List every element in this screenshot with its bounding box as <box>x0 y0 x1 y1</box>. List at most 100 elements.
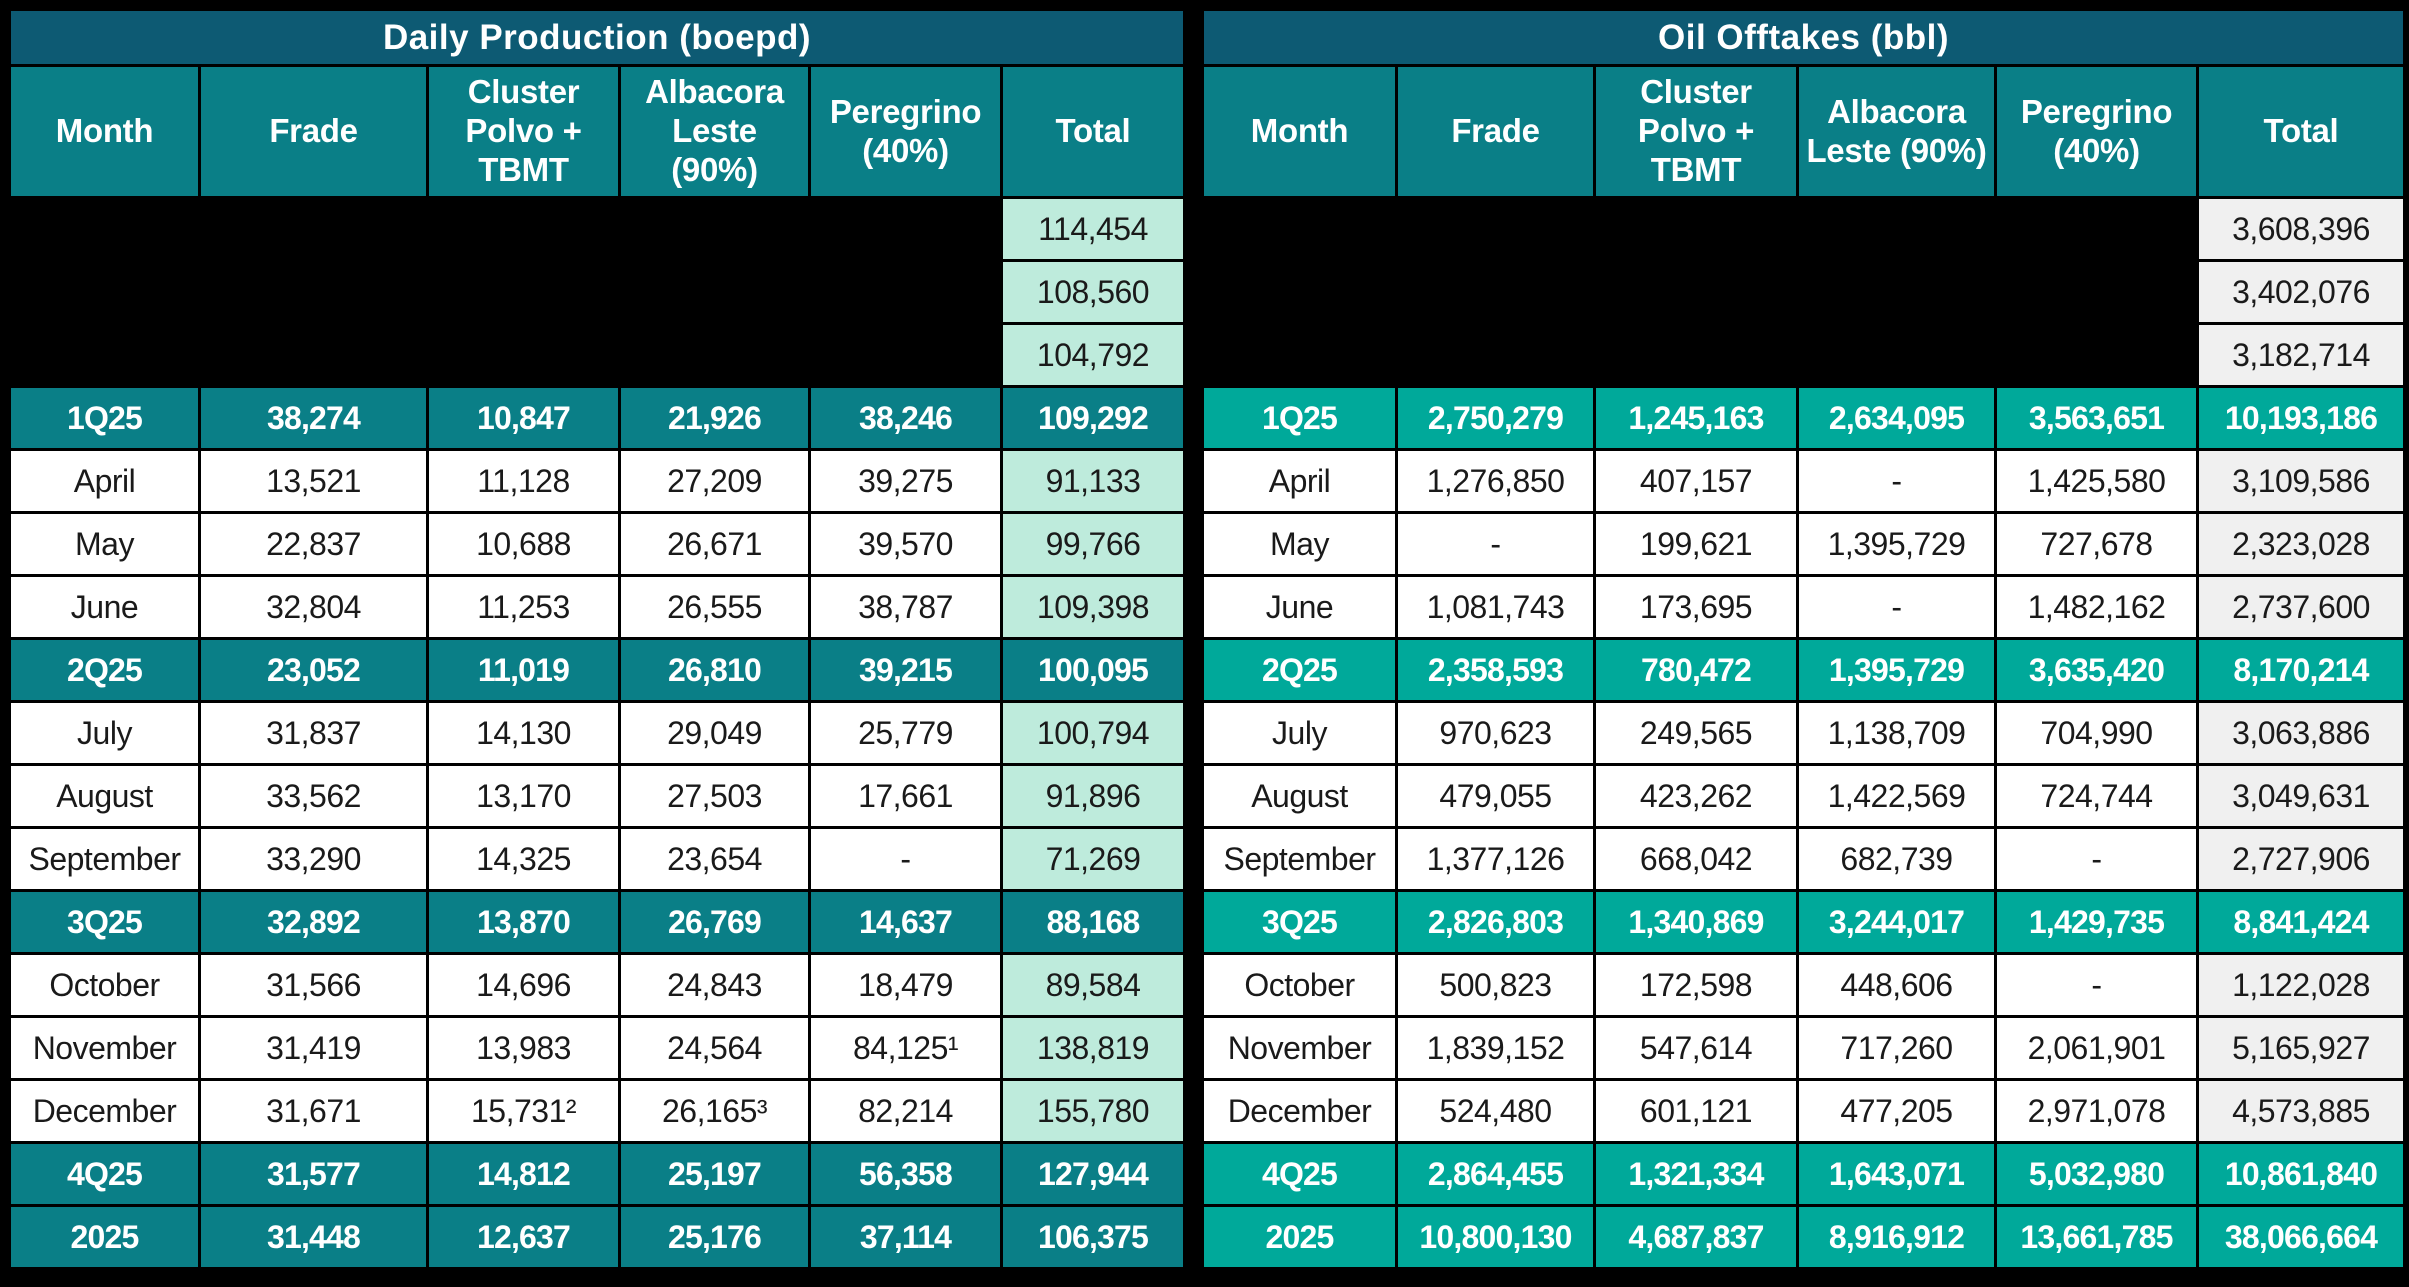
cell-month: November <box>8 1015 201 1081</box>
cell-frade: 33,562 <box>198 763 429 829</box>
cell-albacora-leste: 26,165³ <box>618 1078 811 1144</box>
table-row-november: November 1,839,152 547,614 717,260 2,061,901… <box>1201 1015 2406 1081</box>
cell-total: 3,049,631 <box>2196 763 2406 829</box>
cell-total: 155,780 <box>1000 1078 1186 1144</box>
cell-total: 5,165,927 <box>2196 1015 2406 1081</box>
cell-total: 89,584 <box>1000 952 1186 1018</box>
cell-cluster-polvo-tbmt: 14,696 <box>426 952 621 1018</box>
cell-albacora-leste <box>618 196 811 262</box>
cell-frade: - <box>1395 511 1596 577</box>
cell-frade <box>198 196 429 262</box>
column-header-row: Month Frade Cluster Polvo + TBMT Albacora L… <box>8 64 1186 199</box>
column-header-cluster-polvo-tbmt: Cluster Polvo + TBMT <box>1593 64 1799 199</box>
cell-cluster-polvo-tbmt: 13,983 <box>426 1015 621 1081</box>
column-header-frade: Frade <box>1395 64 1596 199</box>
cell-month: June <box>8 574 201 640</box>
cell-total: 2,737,600 <box>2196 574 2406 640</box>
cell-frade: 970,623 <box>1395 700 1596 766</box>
cell-cluster-polvo-tbmt: 668,042 <box>1593 826 1799 892</box>
cell-frade: 32,804 <box>198 574 429 640</box>
cell-albacora-leste: 717,260 <box>1796 1015 1997 1081</box>
table-row-october: October 500,823 172,598 448,606-1,122,028 <box>1201 952 2406 1018</box>
cell-cluster-polvo-tbmt: 10,688 <box>426 511 621 577</box>
cell-albacora-leste: 24,843 <box>618 952 811 1018</box>
cell-cluster-polvo-tbmt: 780,472 <box>1593 637 1799 703</box>
cell-peregrino: 25,779 <box>808 700 1003 766</box>
table-row-may: May -199,621 1,395,729 727,678 2,323,028 <box>1201 511 2406 577</box>
cell-albacora-leste: 1,395,729 <box>1796 637 1997 703</box>
cell-peregrino: - <box>1994 826 2199 892</box>
cell-total: 4,573,885 <box>2196 1078 2406 1144</box>
cell-frade: 1,839,152 <box>1395 1015 1596 1081</box>
cell-total: 38,066,664 <box>2196 1204 2406 1270</box>
cell-month: 3Q25 <box>8 889 201 955</box>
cell-month: June <box>1201 574 1398 640</box>
column-header-month: Month <box>8 64 201 199</box>
cell-cluster-polvo-tbmt: 4,687,837 <box>1593 1204 1799 1270</box>
cell-total: 2,323,028 <box>2196 511 2406 577</box>
cell-total: 104,792 <box>1000 322 1186 388</box>
cell-month: April <box>1201 448 1398 514</box>
cell-total: 3,182,714 <box>2196 322 2406 388</box>
cell-frade: 2,826,803 <box>1395 889 1596 955</box>
column-header-albacora-leste-90: Albacora Leste (90%) <box>618 64 811 199</box>
cell-peregrino: 14,637 <box>808 889 1003 955</box>
cell-albacora-leste: 25,197 <box>618 1141 811 1207</box>
cell-total: 99,766 <box>1000 511 1186 577</box>
table-row-august: August 479,055 423,262 1,422,569 724,744 3,04… <box>1201 763 2406 829</box>
column-header-cluster-polvo-tbmt: Cluster Polvo + TBMT <box>426 64 621 199</box>
cell-albacora-leste: 26,671 <box>618 511 811 577</box>
cell-total: 3,608,396 <box>2196 196 2406 262</box>
table-row-december: December 31,671 15,731² 26,165³ 82,214 155,78… <box>8 1078 1186 1144</box>
cell-peregrino: 704,990 <box>1994 700 2199 766</box>
cell-albacora-leste: 26,810 <box>618 637 811 703</box>
cell-frade: 10,800,130 <box>1395 1204 1596 1270</box>
cell-cluster-polvo-tbmt: 423,262 <box>1593 763 1799 829</box>
cell-cluster-polvo-tbmt: 1,340,869 <box>1593 889 1799 955</box>
cell-total: 71,269 <box>1000 826 1186 892</box>
cell-peregrino <box>808 259 1003 325</box>
cell-albacora-leste: 1,422,569 <box>1796 763 1997 829</box>
cell-month: October <box>8 952 201 1018</box>
cell-month: 1Q25 <box>1201 385 1398 451</box>
cell-total: 127,944 <box>1000 1141 1186 1207</box>
cell-frade: 1,081,743 <box>1395 574 1596 640</box>
cell-albacora-leste: 24,564 <box>618 1015 811 1081</box>
cell-peregrino <box>808 322 1003 388</box>
cell-peregrino <box>1994 322 2199 388</box>
cell-cluster-polvo-tbmt: 1,245,163 <box>1593 385 1799 451</box>
column-header-total: Total <box>1000 64 1186 199</box>
cell-cluster-polvo-tbmt <box>426 196 621 262</box>
cell-frade: 479,055 <box>1395 763 1596 829</box>
cell-albacora-leste <box>618 259 811 325</box>
cell-albacora-leste: 26,769 <box>618 889 811 955</box>
cell-frade: 33,290 <box>198 826 429 892</box>
cell-month <box>1201 322 1398 388</box>
cell-frade: 13,521 <box>198 448 429 514</box>
cell-frade: 2,864,455 <box>1395 1141 1596 1207</box>
cell-month <box>8 322 201 388</box>
cell-frade: 31,566 <box>198 952 429 1018</box>
cell-cluster-polvo-tbmt <box>426 322 621 388</box>
cell-peregrino: 37,114 <box>808 1204 1003 1270</box>
cell-frade <box>198 259 429 325</box>
cell-albacora-leste: 1,395,729 <box>1796 511 1997 577</box>
oil-offtakes-table: Oil Offtakes (bbl) Month Frade Cluster Polv… <box>1201 8 2406 1287</box>
cell-frade: 38,274 <box>198 385 429 451</box>
cell-total: 8,170,214 <box>2196 637 2406 703</box>
cell-frade: 31,448 <box>198 1204 429 1270</box>
cell-cluster-polvo-tbmt <box>1593 259 1799 325</box>
cell-total: 2,727,906 <box>2196 826 2406 892</box>
cell-total: 3,402,076 <box>2196 259 2406 325</box>
cell-peregrino: 1,429,735 <box>1994 889 2199 955</box>
cell-month: August <box>1201 763 1398 829</box>
cell-cluster-polvo-tbmt: 172,598 <box>1593 952 1799 1018</box>
cell-cluster-polvo-tbmt: 407,157 <box>1593 448 1799 514</box>
cell-peregrino: 17,661 <box>808 763 1003 829</box>
table-row-august: August 33,562 13,170 27,503 17,661 91,896 <box>8 763 1186 829</box>
cell-month <box>8 259 201 325</box>
cell-peregrino: 39,275 <box>808 448 1003 514</box>
cell-total: 91,896 <box>1000 763 1186 829</box>
cell-month: 2Q25 <box>1201 637 1398 703</box>
cell-albacora-leste <box>1796 196 1997 262</box>
